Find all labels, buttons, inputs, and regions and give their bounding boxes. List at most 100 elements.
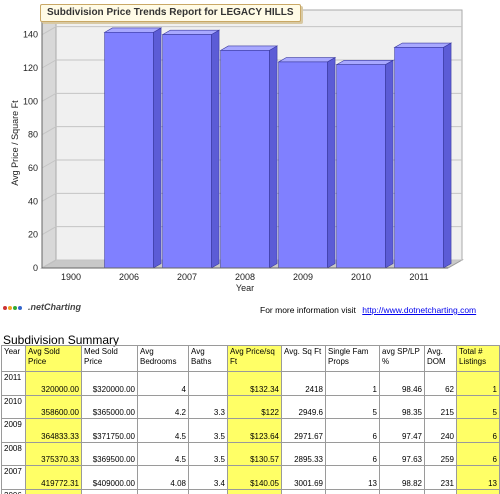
- cell-avg-price-sqft: $140.05: [227, 465, 282, 490]
- cell-single-fam-props: 13: [325, 465, 380, 490]
- column-header-avg-bedrooms: Avg Bedrooms: [137, 345, 189, 372]
- cell-avg-bedrooms: 4.08: [137, 465, 189, 490]
- cell-avg-sq-ft: 2949.6: [281, 394, 326, 419]
- dotnetcharting-link[interactable]: http://www.dotnetcharting.com: [362, 305, 477, 315]
- cell-avg-bedrooms: 4.5: [137, 418, 189, 443]
- cell-avg-baths: 3.5: [188, 441, 228, 466]
- cell-avg-sq-ft: 2971.67: [281, 418, 326, 443]
- cell-total-listings: 6: [456, 441, 500, 466]
- cell-avg-baths: 3.4: [188, 465, 228, 490]
- table-row: 2011 320000.00 $320000.00 4 $132.34 2418 1 98.4…: [1, 371, 500, 396]
- y-tick-label: 80: [28, 130, 38, 140]
- cell-med-sold-price: $320000.00: [81, 371, 138, 396]
- cell-avg-price-sqft: $123.64: [227, 418, 282, 443]
- y-tick-label: 140: [23, 30, 38, 40]
- cell-avg-sold-price: 358600.00: [25, 394, 82, 419]
- cell-avg-sq-ft: 2895.33: [281, 441, 326, 466]
- dotnetcharting-logo-text: .netCharting: [28, 302, 81, 312]
- column-header-single-fam-props: Single Fam Props: [325, 345, 380, 372]
- cell-single-fam-props: 5: [325, 394, 380, 419]
- bar-side: [443, 42, 452, 269]
- table-row: 2007 419772.31 $409000.00 4.08 3.4 $140.05 300…: [1, 465, 500, 490]
- cell-total-listings: 13: [456, 465, 500, 490]
- y-tick-label: 60: [28, 163, 38, 173]
- bar-side: [385, 59, 394, 269]
- bar-2008: [220, 50, 270, 269]
- cell-avg-bedrooms: 4.5: [137, 441, 189, 466]
- x-tick-label: 1900: [61, 272, 81, 282]
- x-tick-label: 2007: [177, 272, 197, 282]
- y-tick-label: 0: [33, 263, 38, 273]
- cell-avg-baths: [188, 371, 228, 396]
- cell-avg-bedrooms: 4.2: [137, 394, 189, 419]
- cell-avg-dom: 215: [424, 394, 457, 419]
- bar-side: [211, 29, 220, 269]
- cell-avg-price-sqft: $130.57: [227, 441, 282, 466]
- bar-top: [219, 45, 279, 51]
- cell-total-listings: 5: [456, 394, 500, 419]
- column-header-avg-sold-price: Avg Sold Price: [25, 345, 82, 372]
- table-row: 2010 358600.00 $365000.00 4.2 3.3 $122 2949.6 5…: [1, 394, 500, 419]
- cell-avg-sold-price: 375370.33: [25, 441, 82, 466]
- summary-title: Subdivision Summary: [3, 333, 120, 347]
- cell-med-sold-price: $365000.00: [81, 394, 138, 419]
- cell-avg-baths: 3.3: [188, 394, 228, 419]
- cell-avg-sold-price: 320000.00: [25, 371, 82, 396]
- bar-top: [161, 29, 221, 35]
- cell-avg-price-sqft: $122: [227, 394, 282, 419]
- cell-avg-sq-ft: 2923.6: [281, 488, 326, 494]
- cell-year: 2006: [1, 488, 26, 494]
- cell-total-listings: 1: [456, 371, 500, 396]
- y-tick-label: 20: [28, 230, 38, 240]
- bar-2009: [278, 61, 328, 269]
- bar-2006: [104, 32, 154, 269]
- bar-side: [269, 45, 278, 269]
- bar-2010: [336, 64, 386, 269]
- cell-avg-bedrooms: 4: [137, 371, 189, 396]
- bar-top: [277, 57, 337, 63]
- cell-single-fam-props: 6: [325, 441, 380, 466]
- table-row: 2009 364833.33 $371750.00 4.5 3.5 $123.64 2971…: [1, 418, 500, 443]
- column-header-avg-sp-lp: avg SP/LP %: [379, 345, 425, 372]
- dotnetcharting-logo-icon: [3, 306, 22, 310]
- x-tick-label: 2009: [293, 272, 313, 282]
- cell-med-sold-price: $369500.00: [81, 441, 138, 466]
- cell-avg-sp-lp: 98.46: [379, 371, 425, 396]
- chart-branding: .netCharting For more information visit …: [0, 300, 500, 322]
- x-tick-label: 2011: [409, 272, 428, 282]
- column-header-med-sold-price: Med Sold Price: [81, 345, 138, 372]
- cell-avg-sp-lp: 98.35: [379, 394, 425, 419]
- more-info-text: For more information visit http://www.do…: [260, 305, 476, 315]
- cell-avg-dom: 240: [424, 418, 457, 443]
- cell-med-sold-price: $371750.00: [81, 418, 138, 443]
- cell-avg-sold-price: 419772.31: [25, 465, 82, 490]
- x-tick-label: 2008: [235, 272, 255, 282]
- bar-2011: [394, 47, 444, 269]
- table-row: 2006413323.00$399900.004.43.5$141.42923.…: [1, 488, 500, 494]
- bar-top: [393, 42, 453, 48]
- column-header-avg-sq-ft: Avg. Sq Ft: [281, 345, 326, 372]
- cell-year: 2010: [1, 394, 26, 419]
- bar-side: [153, 27, 162, 269]
- cell-avg-sq-ft: 2418: [281, 371, 326, 396]
- column-header-avg-baths: Avg Baths: [188, 345, 228, 372]
- cell-single-fam-props: 5: [325, 488, 380, 494]
- cell-avg-sold-price: 413323.00: [25, 488, 82, 494]
- summary-table-header: Year Avg Sold Price Med Sold Price Avg Bedr…: [1, 345, 500, 372]
- cell-avg-baths: 3.5: [188, 418, 228, 443]
- cell-year: 2007: [1, 465, 26, 490]
- y-tick-label: 100: [23, 96, 38, 106]
- column-header-avg-dom: Avg. DOM: [424, 345, 457, 372]
- bar-top: [335, 59, 395, 65]
- cell-avg-bedrooms: 4.4: [137, 488, 189, 494]
- chart-side-wall: [41, 9, 57, 269]
- price-trends-chart: 0 20 40 60 80 100 120 140 1900 2006 2007 2008 2009 20…: [10, 4, 464, 293]
- cell-avg-dom: 151: [424, 488, 457, 494]
- column-header-total-listings: Total # Listings: [456, 345, 500, 372]
- cell-avg-price-sqft: $132.34: [227, 371, 282, 396]
- y-tick-label: 40: [28, 196, 38, 206]
- cell-avg-sold-price: 364833.33: [25, 418, 82, 443]
- bar-side: [327, 57, 336, 269]
- cell-avg-sp-lp: 97.47: [379, 418, 425, 443]
- cell-avg-baths: 3.5: [188, 488, 228, 494]
